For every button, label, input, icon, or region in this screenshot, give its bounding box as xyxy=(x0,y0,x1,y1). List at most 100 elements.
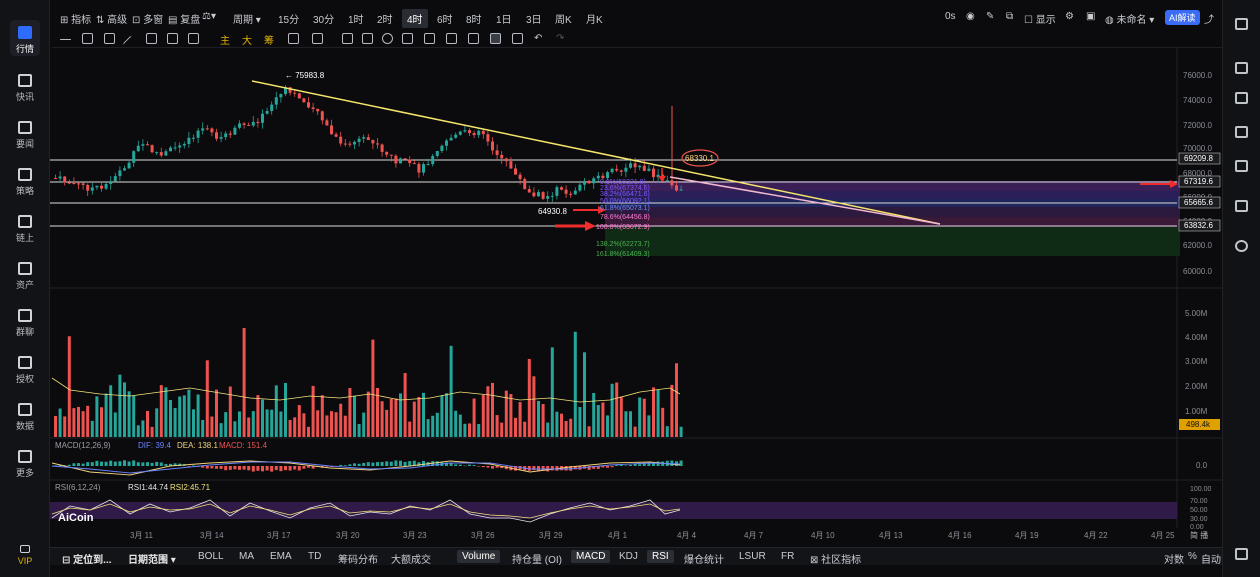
indicator-ma[interactable]: MA xyxy=(239,551,254,562)
candle-body xyxy=(178,145,182,148)
volume-bar xyxy=(150,426,154,437)
indicator-macd[interactable]: MACD xyxy=(571,550,611,563)
display-button[interactable]: ☐ 显示 xyxy=(1024,15,1056,26)
sidebar-item-flash[interactable]: 快讯 xyxy=(0,74,50,103)
large-order-tool[interactable]: 大 xyxy=(242,36,252,47)
indicator-large-trade[interactable]: 大额成交 xyxy=(391,555,431,566)
tf-month[interactable]: 月K xyxy=(586,15,603,26)
indicator-ema[interactable]: EMA xyxy=(270,551,292,562)
bot-icon[interactable] xyxy=(1235,200,1248,212)
scale-icon[interactable]: ⚖▾ xyxy=(202,11,216,22)
trend-icon[interactable] xyxy=(1235,92,1248,104)
macd-bar xyxy=(81,463,85,466)
news-icon xyxy=(18,74,32,87)
sidebar-item-more[interactable]: 更多 xyxy=(0,450,50,479)
trend-line-projection[interactable] xyxy=(669,176,941,225)
sidebar-item-assets[interactable]: 资产 xyxy=(0,262,50,291)
auto-scale-toggle[interactable]: 自动 xyxy=(1201,555,1221,566)
template-icon[interactable]: ▣ xyxy=(1086,11,1096,22)
crosshair-tool-icon[interactable] xyxy=(312,33,323,44)
community-indicator-button[interactable]: ⊠ 社区指标 xyxy=(810,555,862,566)
brush-tool-icon[interactable] xyxy=(167,33,178,44)
alert-icon[interactable] xyxy=(1235,160,1248,172)
sidebar-item-vip[interactable]: VIP xyxy=(0,545,50,566)
ai-interpret-button[interactable]: AI解读 xyxy=(1165,10,1200,25)
share-icon[interactable]: ⤴ xyxy=(1204,15,1214,26)
volume-bar xyxy=(389,398,393,437)
volume-bar xyxy=(100,407,103,437)
magnet-tool-icon[interactable] xyxy=(402,33,413,44)
tf-3d[interactable]: 3日 xyxy=(526,15,542,26)
redo-icon[interactable]: ↷ xyxy=(556,33,565,44)
hline-tool-icon[interactable] xyxy=(60,39,71,40)
copy-icon[interactable]: ⧉ xyxy=(1006,11,1014,22)
zoom-tool-icon[interactable] xyxy=(382,33,393,44)
tf-8h[interactable]: 8时 xyxy=(466,15,482,26)
tf-30m[interactable]: 30分 xyxy=(313,15,335,26)
tf-2h[interactable]: 2时 xyxy=(377,15,393,26)
camera-icon[interactable]: ◉ xyxy=(966,11,975,22)
indicator-chip[interactable]: 筹码分布 xyxy=(338,555,378,566)
volume-bar xyxy=(58,408,62,437)
ruler-tool-icon[interactable] xyxy=(362,33,373,44)
indicator-lsur[interactable]: LSUR xyxy=(739,551,766,562)
macd-bar xyxy=(638,464,642,466)
undo-icon[interactable]: ↶ xyxy=(534,33,543,44)
filter-tool-icon[interactable] xyxy=(490,33,501,44)
chart-area[interactable]: ← 75983.8 64930.8 68330.1 0.0%(68321.8) … xyxy=(50,48,1222,550)
chip-tool[interactable]: 筹 xyxy=(264,36,274,47)
indicator-button[interactable]: ⊞ 指标 xyxy=(60,15,92,26)
text-tool-icon[interactable] xyxy=(342,33,353,44)
tf-6h[interactable]: 6时 xyxy=(437,15,453,26)
lock-tool-icon[interactable] xyxy=(424,33,435,44)
period-dropdown[interactable]: 周期 ▾ xyxy=(233,15,261,26)
sidebar-item-market[interactable]: 行情 xyxy=(0,26,50,55)
channel-tool-icon[interactable] xyxy=(104,33,115,44)
sidebar-item-auth[interactable]: 授权 xyxy=(0,356,50,385)
tf-1d[interactable]: 1日 xyxy=(496,15,512,26)
sidebar-item-news[interactable]: 要闻 xyxy=(0,121,50,150)
eye-tool-icon[interactable] xyxy=(468,33,479,44)
multi-window-button[interactable]: ⊡ 多窗 xyxy=(132,15,164,26)
pen-icon[interactable]: ✎ xyxy=(986,11,995,22)
indicator-liquidation[interactable]: 爆仓统计 xyxy=(684,555,724,566)
tf-15m[interactable]: 15分 xyxy=(278,15,300,26)
target-icon[interactable] xyxy=(1235,240,1248,252)
indicator-td[interactable]: TD xyxy=(308,551,322,562)
fib-tool-icon[interactable] xyxy=(146,33,157,44)
log-scale-toggle[interactable]: 对数 xyxy=(1164,555,1184,566)
tf-week[interactable]: 周K xyxy=(555,15,572,26)
layout-name-dropdown[interactable]: ◍ 未命名 ▾ xyxy=(1105,15,1155,26)
main-force-tool[interactable]: 主 xyxy=(220,36,230,47)
percent-scale-toggle[interactable]: % xyxy=(1188,551,1197,562)
sidebar-item-strategy[interactable]: 策略 xyxy=(0,168,50,197)
indicator-volume[interactable]: Volume xyxy=(457,550,501,563)
sidebar-item-chat[interactable]: 群聊 xyxy=(0,309,50,338)
advanced-button[interactable]: ⇅ 高级 xyxy=(96,15,128,26)
indicator-rsi[interactable]: RSI xyxy=(647,550,674,563)
tf-1h[interactable]: 1时 xyxy=(348,15,364,26)
layout-icon[interactable] xyxy=(1235,18,1248,30)
pattern-tool-icon[interactable] xyxy=(188,33,199,44)
list-icon[interactable] xyxy=(1235,62,1248,74)
date-range-dropdown[interactable]: 日期范围 ▾ xyxy=(128,555,176,566)
settings-gear-icon[interactable]: ⚙ xyxy=(1065,11,1074,22)
delete-tool-icon[interactable] xyxy=(512,33,523,44)
clock-icon[interactable] xyxy=(1235,126,1248,138)
indicator-oi[interactable]: 持仓量 (OI) xyxy=(512,555,562,566)
lines-tool-icon[interactable] xyxy=(82,33,93,44)
chart-svg[interactable]: ← 75983.8 64930.8 68330.1 0.0%(68321.8) … xyxy=(50,48,1222,550)
candle-body xyxy=(564,189,568,194)
replay-button[interactable]: ▤ 复盘 xyxy=(168,15,201,26)
sidebar-item-onchain[interactable]: 链上 xyxy=(0,215,50,244)
indicator-fr[interactable]: FR xyxy=(781,551,795,562)
locate-button[interactable]: ⊟ 定位到... xyxy=(62,555,112,566)
trend-line[interactable] xyxy=(251,80,941,225)
tf-4h[interactable]: 4时 xyxy=(402,9,428,28)
hide-tool-icon[interactable] xyxy=(446,33,457,44)
indicator-kdj[interactable]: KDJ xyxy=(619,551,638,562)
settings-icon[interactable] xyxy=(1235,548,1248,560)
indicator-boll[interactable]: BOLL xyxy=(198,551,224,562)
snapshot-tool-icon[interactable] xyxy=(288,33,299,44)
sidebar-item-data[interactable]: 数据 xyxy=(0,403,50,432)
